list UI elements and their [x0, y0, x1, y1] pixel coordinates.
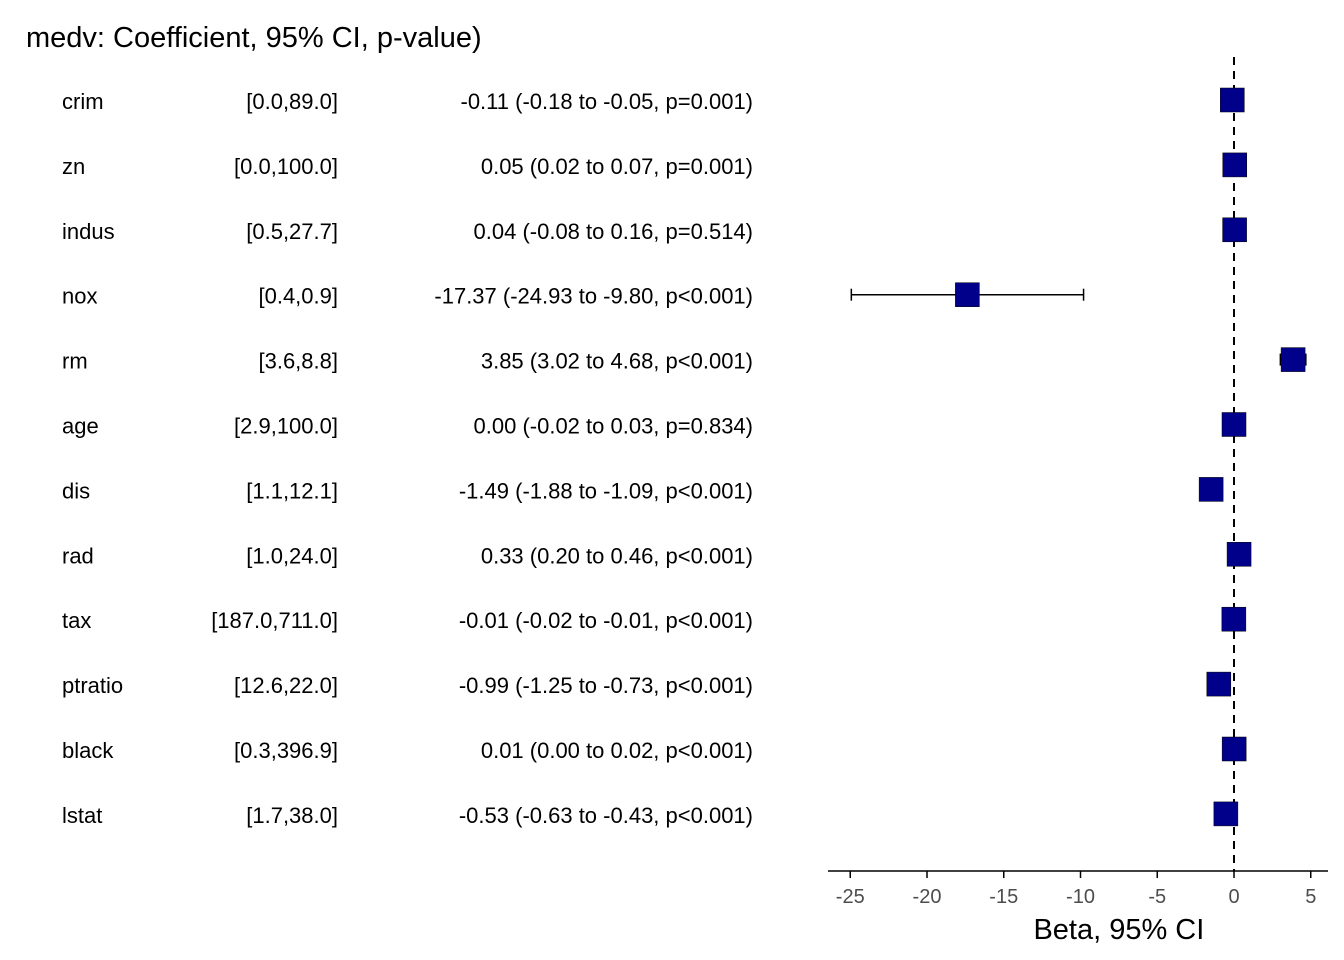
- row-variable-name: ptratio: [62, 673, 123, 698]
- row-variable-name: indus: [62, 219, 115, 244]
- row-coefficient-label: 0.01 (0.00 to 0.02, p<0.001): [481, 738, 753, 763]
- plot-marks: [850, 57, 1307, 871]
- x-tick-label: -15: [989, 886, 1018, 908]
- row-variable-name: rm: [62, 349, 88, 374]
- x-tick-label: -10: [1066, 886, 1095, 908]
- row-coefficient-label: -1.49 (-1.88 to -1.09, p<0.001): [459, 478, 753, 503]
- estimate-marker: [1226, 542, 1252, 567]
- row-variable-name: nox: [62, 284, 97, 309]
- row-range: [0.3,396.9]: [234, 738, 338, 763]
- estimate-marker: [1198, 477, 1224, 502]
- row-variable-name: tax: [62, 608, 91, 633]
- row-coefficient-label: 0.05 (0.02 to 0.07, p=0.001): [481, 154, 753, 179]
- row-coefficient-label: -0.99 (-1.25 to -0.73, p<0.001): [459, 673, 753, 698]
- row-coefficient-label: 0.00 (-0.02 to 0.03, p=0.834): [474, 414, 753, 439]
- row-coefficient-label: -0.01 (-0.02 to -0.01, p<0.001): [459, 608, 753, 633]
- row-coefficient-label: 0.04 (-0.08 to 0.16, p=0.514): [474, 219, 753, 244]
- row-variable-name: black: [62, 738, 114, 763]
- estimate-marker: [1220, 87, 1245, 113]
- estimate-marker: [1221, 736, 1247, 762]
- table-rows: crim [0.0,89.0] -0.11 (-0.18 to -0.05, p=0…: [62, 89, 753, 828]
- row-variable-name: rad: [62, 543, 94, 568]
- row-range: [0.0,100.0]: [234, 154, 338, 179]
- estimate-marker: [1222, 152, 1248, 178]
- row-range: [187.0,711.0]: [211, 608, 338, 633]
- x-tick-label: -25: [836, 886, 865, 908]
- row-variable-name: crim: [62, 89, 104, 114]
- row-range: [1.7,38.0]: [246, 803, 338, 828]
- row-coefficient-label: 0.33 (0.20 to 0.46, p<0.001): [481, 543, 753, 568]
- estimate-marker: [1213, 801, 1239, 827]
- row-variable-name: age: [62, 414, 99, 439]
- x-tick-label: 5: [1305, 886, 1316, 908]
- row-coefficient-label: -17.37 (-24.93 to -9.80, p<0.001): [434, 284, 753, 309]
- row-range: [1.1,12.1]: [246, 478, 338, 503]
- estimate-marker: [1221, 606, 1247, 632]
- row-coefficient-label: -0.53 (-0.63 to -0.43, p<0.001): [459, 803, 753, 828]
- row-range: [12.6,22.0]: [234, 673, 338, 698]
- estimate-marker: [1221, 412, 1247, 437]
- row-coefficient-label: 3.85 (3.02 to 4.68, p<0.001): [481, 349, 753, 374]
- x-tick-label: -5: [1148, 886, 1166, 908]
- row-range: [0.4,0.9]: [258, 284, 338, 309]
- row-variable-name: dis: [62, 478, 90, 503]
- row-range: [0.0,89.0]: [246, 89, 338, 114]
- row-variable-name: zn: [62, 154, 85, 179]
- row-coefficient-label: -0.11 (-0.18 to -0.05, p=0.001): [461, 89, 754, 114]
- row-range: [2.9,100.0]: [234, 414, 338, 439]
- estimate-marker: [1222, 217, 1247, 243]
- estimate-marker: [1280, 347, 1306, 372]
- x-tick-label: -20: [913, 886, 942, 908]
- x-tick-label: 0: [1228, 886, 1239, 908]
- x-axis: -25 -20 -15 -10 -5 0 5 Beta, 95% CI: [828, 870, 1328, 946]
- estimate-marker: [1206, 671, 1232, 697]
- row-range: [3.6,8.8]: [258, 349, 338, 374]
- row-variable-name: lstat: [62, 803, 102, 828]
- chart-title: medv: Coefficient, 95% CI, p-value): [26, 22, 482, 54]
- row-range: [0.5,27.7]: [246, 219, 338, 244]
- estimate-marker: [955, 282, 980, 307]
- row-range: [1.0,24.0]: [246, 543, 338, 568]
- x-axis-title: Beta, 95% CI: [1033, 914, 1204, 946]
